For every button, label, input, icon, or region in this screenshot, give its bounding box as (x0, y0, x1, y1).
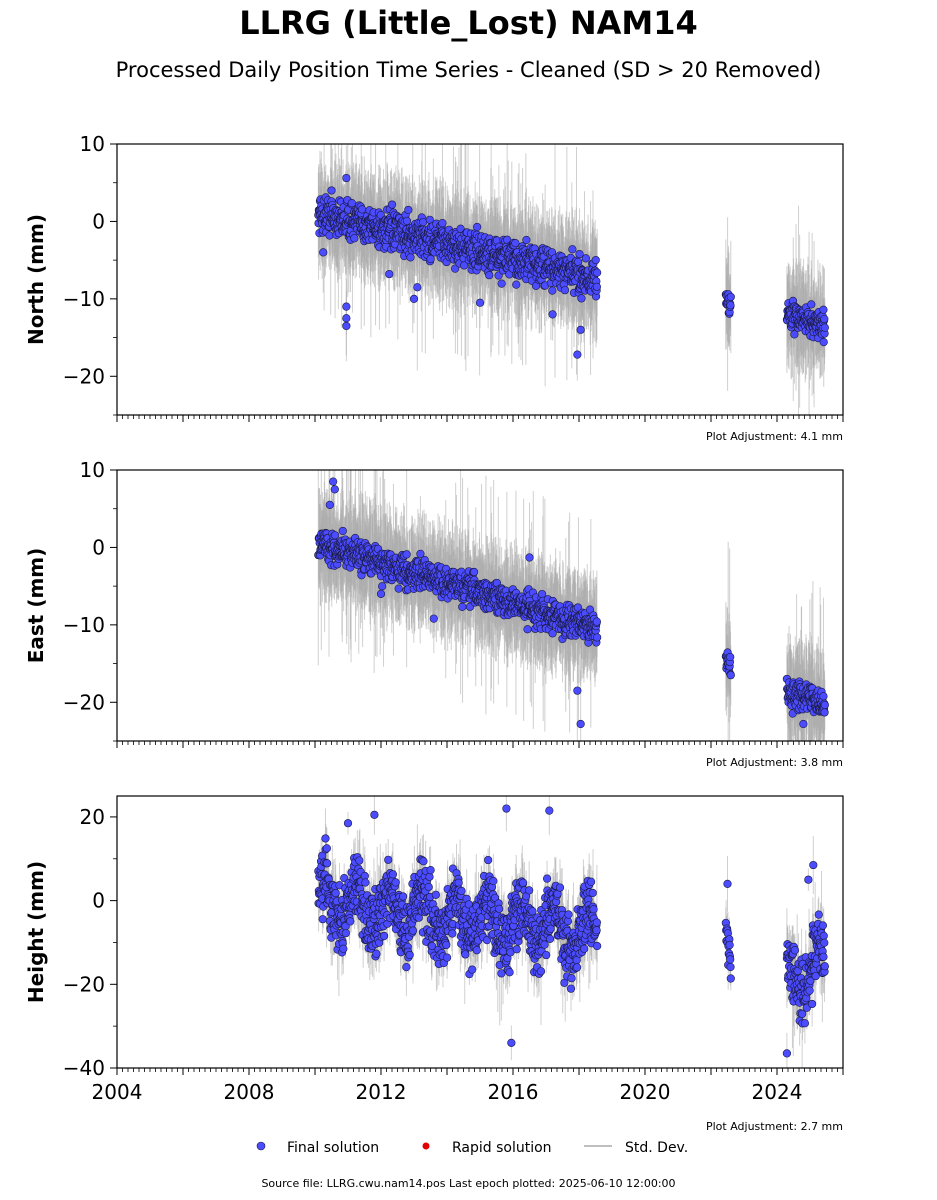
data-point (820, 708, 829, 717)
final-solution-points (314, 477, 829, 729)
data-point (820, 323, 829, 332)
data-point (429, 614, 438, 623)
data-point (329, 477, 338, 486)
data-point (456, 224, 465, 233)
chart-title: LLRG (Little_Lost) NAM14 (239, 4, 698, 42)
data-point (385, 269, 394, 279)
data-point (577, 294, 586, 303)
data-point (470, 567, 479, 577)
data-point (376, 589, 386, 598)
data-point (330, 485, 339, 494)
data-point (573, 350, 582, 359)
data-point (726, 292, 735, 302)
data-point (406, 253, 415, 262)
data-point (342, 314, 351, 323)
data-point (426, 254, 435, 264)
data-point (438, 219, 447, 228)
data-point (511, 239, 520, 248)
data-point (575, 249, 584, 259)
data-point (394, 584, 403, 593)
data-point (409, 294, 419, 303)
data-point (475, 298, 485, 307)
data-point (548, 629, 557, 638)
data-point (404, 205, 413, 215)
data-point (820, 700, 829, 710)
y-tick-label: −20 (63, 364, 105, 388)
data-point (497, 279, 506, 288)
data-point (485, 271, 494, 280)
data-point (819, 305, 828, 314)
data-point (350, 234, 359, 243)
data-point (807, 300, 816, 309)
data-point (525, 553, 534, 562)
data-point (402, 216, 412, 225)
data-point (726, 671, 735, 680)
data-point (819, 338, 828, 347)
data-point (325, 500, 334, 509)
data-point (512, 280, 521, 289)
y-tick-label: 0 (92, 209, 105, 233)
data-point (592, 282, 601, 291)
data-point (820, 314, 829, 324)
data-point (327, 186, 336, 195)
data-point (416, 549, 425, 558)
y-tick-label: 10 (80, 132, 105, 156)
data-point (790, 330, 799, 339)
data-point (593, 268, 602, 277)
data-point (576, 719, 585, 729)
data-point (522, 235, 531, 245)
data-point (347, 199, 356, 208)
data-point (458, 602, 467, 611)
data-point (799, 719, 808, 729)
data-point (330, 531, 340, 540)
data-point (338, 526, 347, 536)
data-point (378, 582, 387, 591)
y-axis-label: North (mm) (24, 214, 48, 345)
plot-adjustment: Plot Adjustment: 4.1 mm (706, 430, 843, 443)
y-tick-label: −10 (63, 287, 105, 311)
data-point (387, 200, 397, 209)
final-solution-points (314, 173, 829, 359)
data-point (573, 603, 582, 612)
data-point (342, 321, 351, 331)
stddev-bars (317, 470, 826, 741)
data-point (576, 325, 585, 334)
data-point (402, 550, 411, 559)
data-point (591, 255, 600, 265)
data-point (581, 254, 590, 263)
data-point (325, 231, 334, 240)
data-point (593, 633, 602, 642)
data-point (819, 692, 828, 701)
data-point (523, 625, 532, 634)
data-point (548, 310, 557, 319)
panel-1: 10 0 −10 −20 North (mm) Plot Adjustment: 4.1 … (24, 132, 844, 443)
data-point (319, 248, 328, 257)
data-point (568, 245, 577, 254)
data-point (726, 301, 735, 310)
data-point (548, 286, 557, 295)
data-point (413, 283, 422, 292)
chart-subtitle: Processed Daily Position Time Series - C… (115, 58, 822, 82)
data-point (342, 302, 351, 311)
data-point (560, 286, 570, 295)
data-point (573, 686, 582, 695)
data-point (342, 173, 351, 183)
data-point (357, 205, 367, 214)
data-point (473, 222, 482, 232)
data-point (726, 652, 735, 662)
data-point (460, 261, 469, 270)
data-point (592, 617, 601, 626)
